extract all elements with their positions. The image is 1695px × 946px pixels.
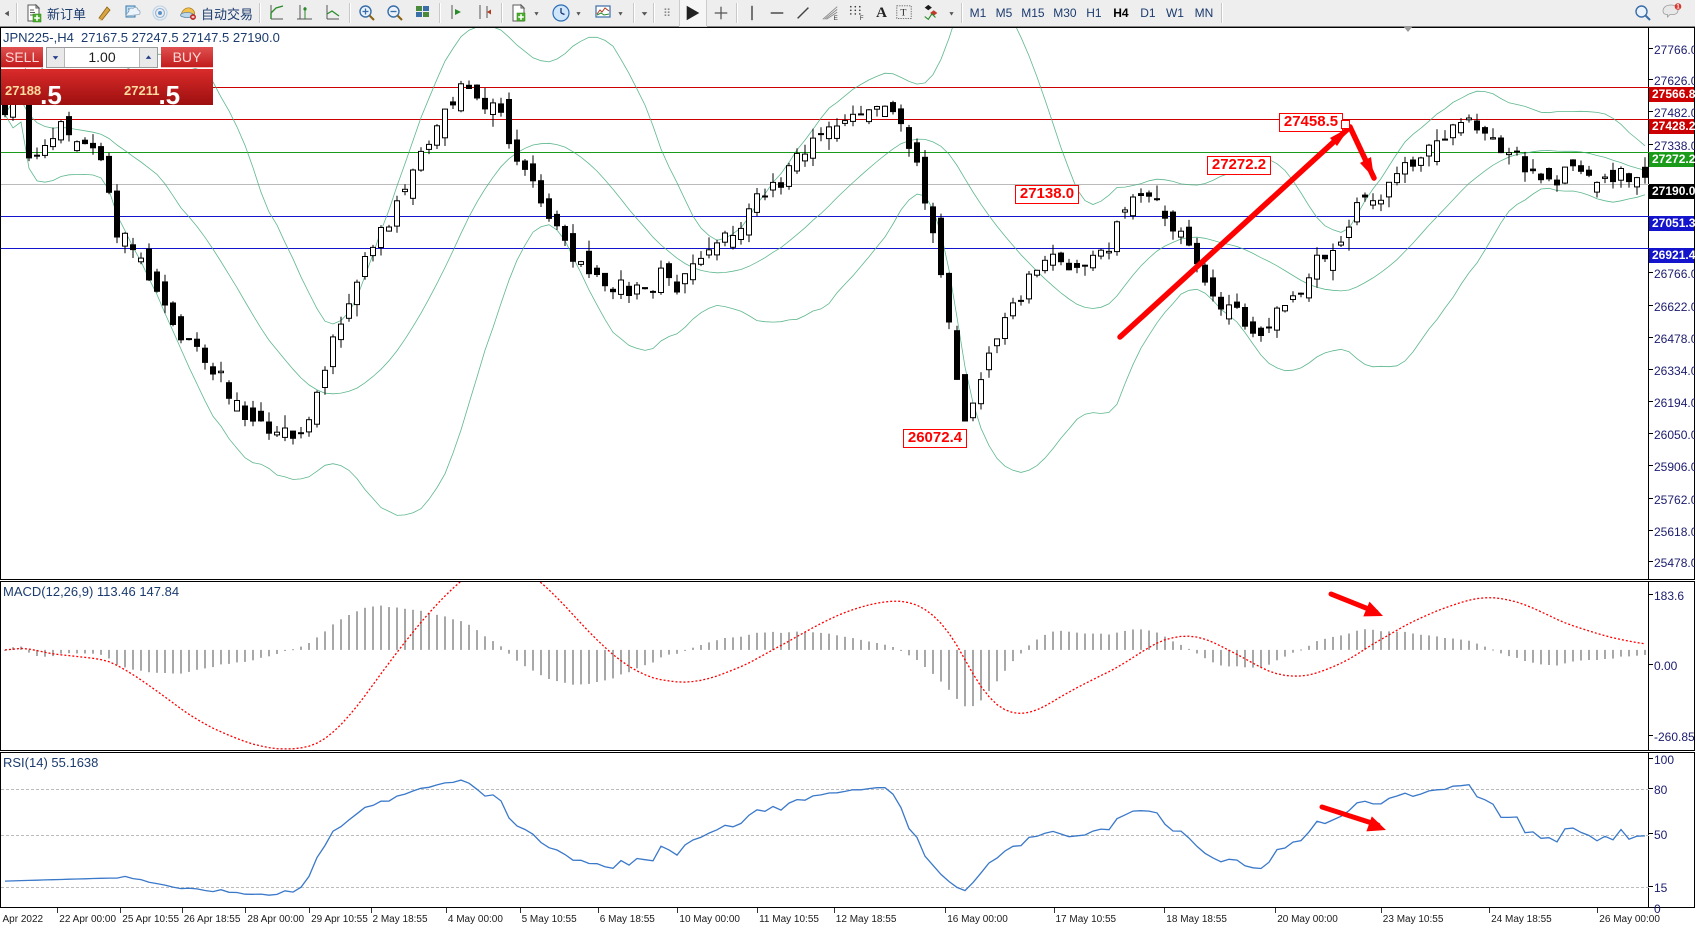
svg-text:F: F bbox=[860, 15, 864, 22]
svg-text:E: E bbox=[834, 15, 838, 22]
svg-text:T: T bbox=[900, 8, 906, 19]
